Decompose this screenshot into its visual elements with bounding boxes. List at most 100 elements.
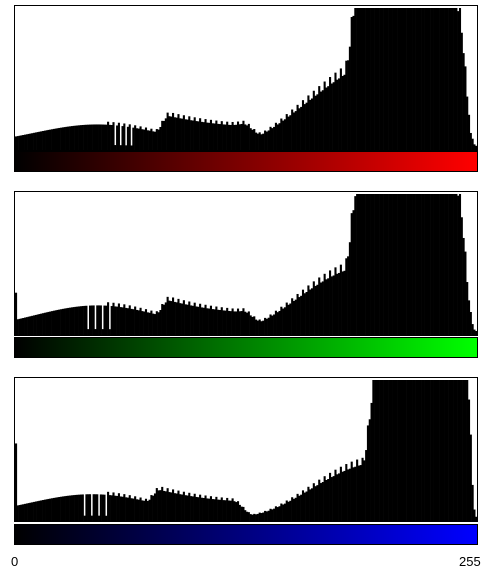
histogram-bar xyxy=(139,497,142,521)
histogram-bar xyxy=(397,380,400,521)
histogram-bar xyxy=(159,126,162,150)
histogram-bar xyxy=(188,301,191,335)
histogram-bar xyxy=(374,194,377,335)
histogram-bar xyxy=(314,95,317,150)
histogram-bar xyxy=(195,121,198,150)
histogram-bar xyxy=(392,8,395,150)
histogram-bar xyxy=(179,303,182,335)
histogram-bar xyxy=(455,380,458,521)
histogram-bar xyxy=(33,132,36,150)
histogram-bar xyxy=(211,123,214,150)
histogram-bar xyxy=(105,124,108,150)
histogram-bar xyxy=(310,488,314,521)
histogram-bar xyxy=(294,111,297,150)
histogram-bar xyxy=(20,318,23,335)
histogram-bar xyxy=(462,237,465,335)
histogram-bar xyxy=(359,8,362,150)
histogram-bar xyxy=(312,90,315,150)
histogram-bar xyxy=(38,500,41,521)
histogram-bar xyxy=(150,310,153,335)
histogram-bar xyxy=(36,132,39,150)
histogram-bar xyxy=(56,309,59,335)
histogram-bar xyxy=(310,288,314,335)
histogram-bar xyxy=(365,450,368,521)
histogram-bar xyxy=(191,305,194,335)
histogram-bar xyxy=(94,124,97,150)
histogram-bar xyxy=(379,8,382,150)
histogram-bar xyxy=(271,315,274,335)
histogram-bar xyxy=(415,8,418,150)
histogram-bar xyxy=(155,311,158,335)
histogram-bar xyxy=(294,299,297,335)
histogram-bar xyxy=(94,494,97,521)
histogram-bar xyxy=(99,305,102,335)
histogram-bar xyxy=(235,311,238,335)
histogram-bar xyxy=(417,194,420,335)
histogram-bar xyxy=(229,500,232,521)
histogram-bar xyxy=(422,8,425,150)
histogram-bar xyxy=(81,494,84,521)
histogram-bar xyxy=(121,307,124,335)
histogram-bar xyxy=(51,498,54,521)
histogram-bar xyxy=(343,270,346,335)
histogram-bar xyxy=(117,493,120,521)
histogram-bar xyxy=(410,380,413,521)
histogram-bar xyxy=(125,497,128,521)
histogram-bar xyxy=(99,494,102,521)
histogram-bar xyxy=(435,380,438,521)
histogram-bar xyxy=(413,8,416,150)
histogram-bar xyxy=(408,194,411,335)
histogram-bar xyxy=(60,127,63,150)
histogram-bar xyxy=(350,17,353,150)
histogram-bar xyxy=(193,493,196,521)
histogram-bar xyxy=(458,194,462,335)
histogram-bar xyxy=(283,503,286,521)
histogram-bar xyxy=(251,129,254,150)
histogram-bar xyxy=(421,8,424,150)
histogram-bar xyxy=(197,306,200,335)
histogram-bar xyxy=(231,121,234,150)
histogram-bar xyxy=(218,310,222,335)
histogram-bar xyxy=(112,122,115,150)
histogram-bar xyxy=(386,194,389,335)
histogram-bar xyxy=(347,60,350,150)
histogram-bar xyxy=(159,310,162,335)
histogram-bar xyxy=(264,317,267,335)
histogram-bar xyxy=(157,312,160,335)
histogram-bar xyxy=(310,98,314,150)
histogram-bar xyxy=(238,504,241,521)
histogram-bar xyxy=(51,129,54,150)
histogram-bar xyxy=(36,314,39,335)
histogram-bar xyxy=(49,311,52,335)
histogram-bar xyxy=(197,121,200,150)
histogram-bar xyxy=(316,94,319,150)
histogram-bar xyxy=(276,507,279,521)
histogram-bar xyxy=(278,123,281,150)
histogram-bar xyxy=(383,380,386,521)
histogram-bar xyxy=(98,515,101,521)
histogram-bar xyxy=(146,130,149,150)
histogram-bar xyxy=(42,313,45,335)
histogram-bar xyxy=(24,134,27,150)
histogram-bar xyxy=(406,380,409,521)
histogram-bar xyxy=(143,500,146,521)
histogram-bar xyxy=(426,380,429,521)
histogram-bar xyxy=(274,122,277,150)
histogram-bar xyxy=(433,8,436,150)
histogram-bar xyxy=(412,194,415,335)
histogram-bar xyxy=(52,310,55,335)
histogram-bar xyxy=(339,68,342,150)
histogram-bar xyxy=(375,194,379,335)
histogram-bar xyxy=(139,126,142,150)
histogram-bar xyxy=(60,496,63,521)
histogram-bar xyxy=(458,8,462,150)
histogram-bar xyxy=(107,491,110,521)
histogram-bar xyxy=(381,8,384,150)
histogram-bar xyxy=(334,469,337,521)
histogram-bar xyxy=(81,306,84,335)
blue-gradient-ramp xyxy=(14,524,478,545)
histogram-bar xyxy=(65,308,68,335)
histogram-bar xyxy=(144,309,148,335)
histogram-bar xyxy=(431,194,434,335)
histogram-bar xyxy=(92,124,95,150)
